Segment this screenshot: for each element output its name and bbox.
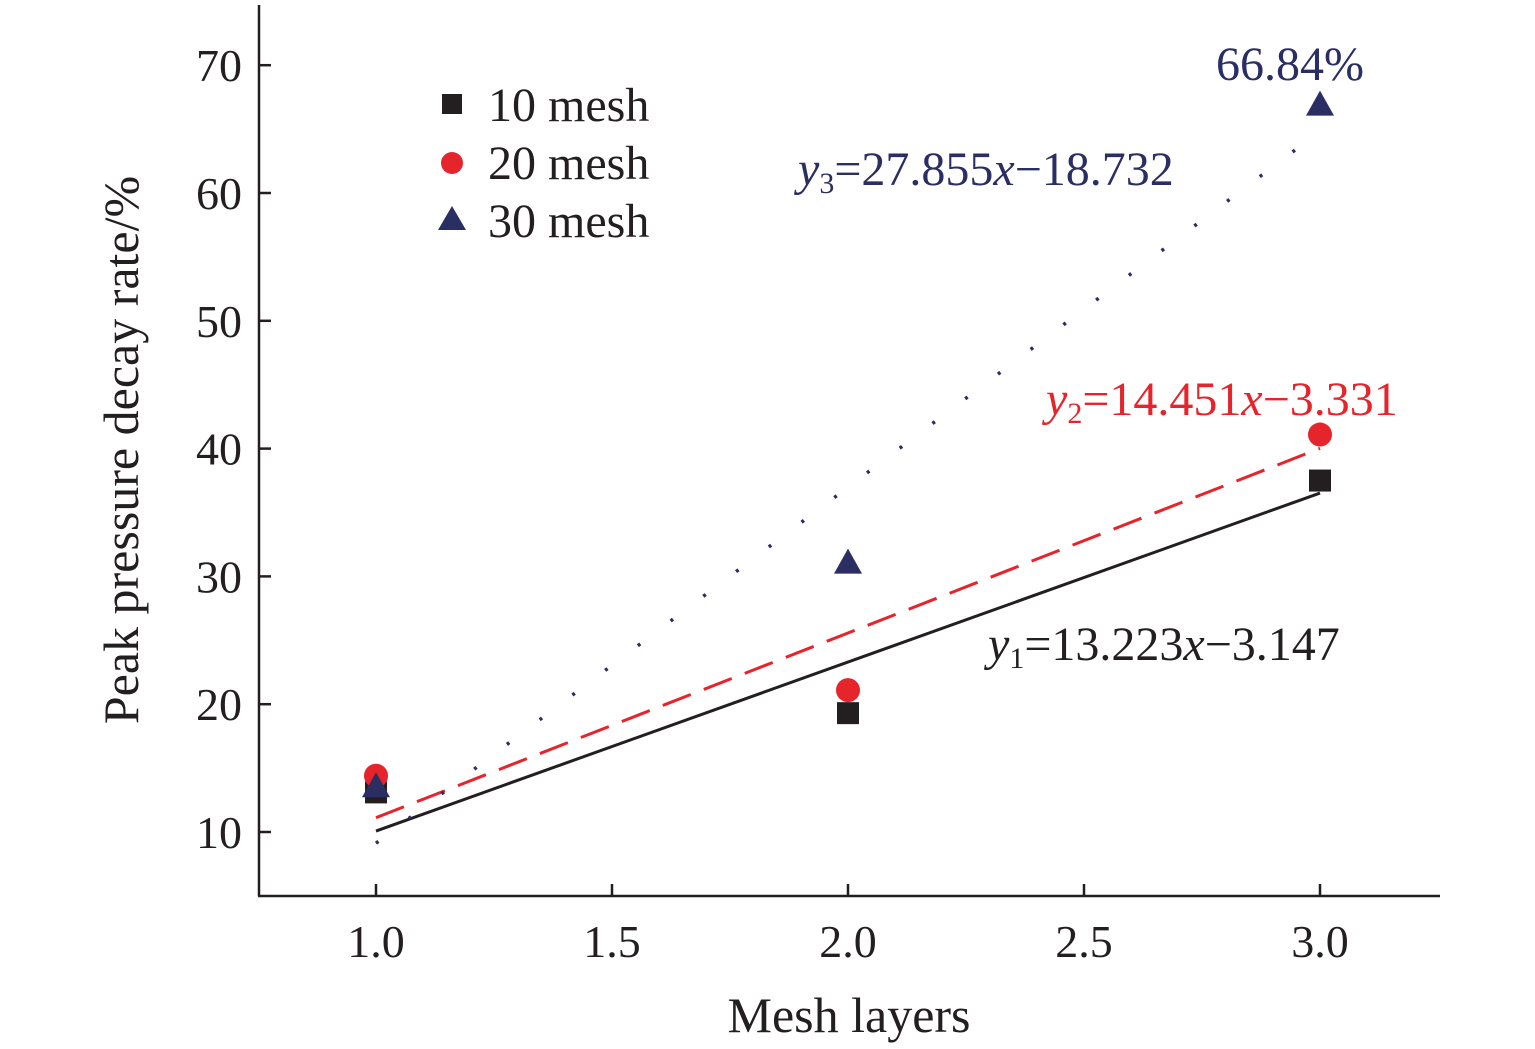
y-tick-label: 50 — [196, 296, 242, 347]
y-ticks: 10 20 30 40 50 60 70 — [196, 40, 271, 858]
x-axis-title: Mesh layers — [728, 987, 971, 1043]
data-point-30-mesh — [362, 772, 390, 798]
y-tick-label: 10 — [196, 807, 242, 858]
data-point-10-mesh — [1309, 469, 1331, 492]
equation-y3: y3=27.855x−18.732 — [793, 143, 1174, 200]
legend-label-10-mesh: 10 mesh — [488, 79, 649, 132]
equation-y2: y2=14.451x−3.331 — [1041, 373, 1398, 430]
data-point-20-mesh — [1308, 422, 1332, 447]
y-tick-label: 40 — [196, 424, 242, 475]
x-ticks: 1.0 1.5 2.0 2.5 3.0 — [347, 884, 1349, 967]
annotation-peak-value: 66.84% — [1216, 38, 1364, 91]
data-point-30-mesh — [834, 548, 862, 574]
legend-marker-10-mesh — [442, 94, 462, 114]
data-points — [362, 90, 1334, 804]
x-tick-label: 2.0 — [819, 916, 877, 967]
fit-line-10-mesh — [375, 491, 1321, 833]
fit-lines — [374, 129, 1322, 845]
data-point-20-mesh — [836, 678, 860, 703]
legend: 10 mesh 20 mesh 30 mesh — [438, 79, 649, 248]
y-axis-title: Peak pressure decay rate/% — [93, 176, 149, 724]
y-tick-label: 20 — [196, 679, 242, 730]
fit-line-30-mesh — [374, 129, 1322, 845]
fit-line-20-mesh — [375, 446, 1321, 820]
equation-y1: y1=13.223x−3.147 — [983, 618, 1340, 675]
data-point-30-mesh — [1306, 90, 1334, 116]
x-tick-label: 1.5 — [583, 916, 641, 967]
y-tick-label: 30 — [196, 551, 242, 602]
x-tick-label: 1.0 — [347, 916, 405, 967]
legend-marker-30-mesh — [438, 206, 466, 230]
legend-label-20-mesh: 20 mesh — [488, 137, 649, 190]
x-tick-label: 2.5 — [1055, 916, 1113, 967]
legend-label-30-mesh: 30 mesh — [488, 195, 649, 248]
data-point-10-mesh — [837, 702, 859, 725]
x-tick-label: 3.0 — [1291, 916, 1349, 967]
y-tick-label: 70 — [196, 40, 242, 91]
y-tick-label: 60 — [196, 168, 242, 219]
legend-marker-20-mesh — [441, 152, 463, 174]
